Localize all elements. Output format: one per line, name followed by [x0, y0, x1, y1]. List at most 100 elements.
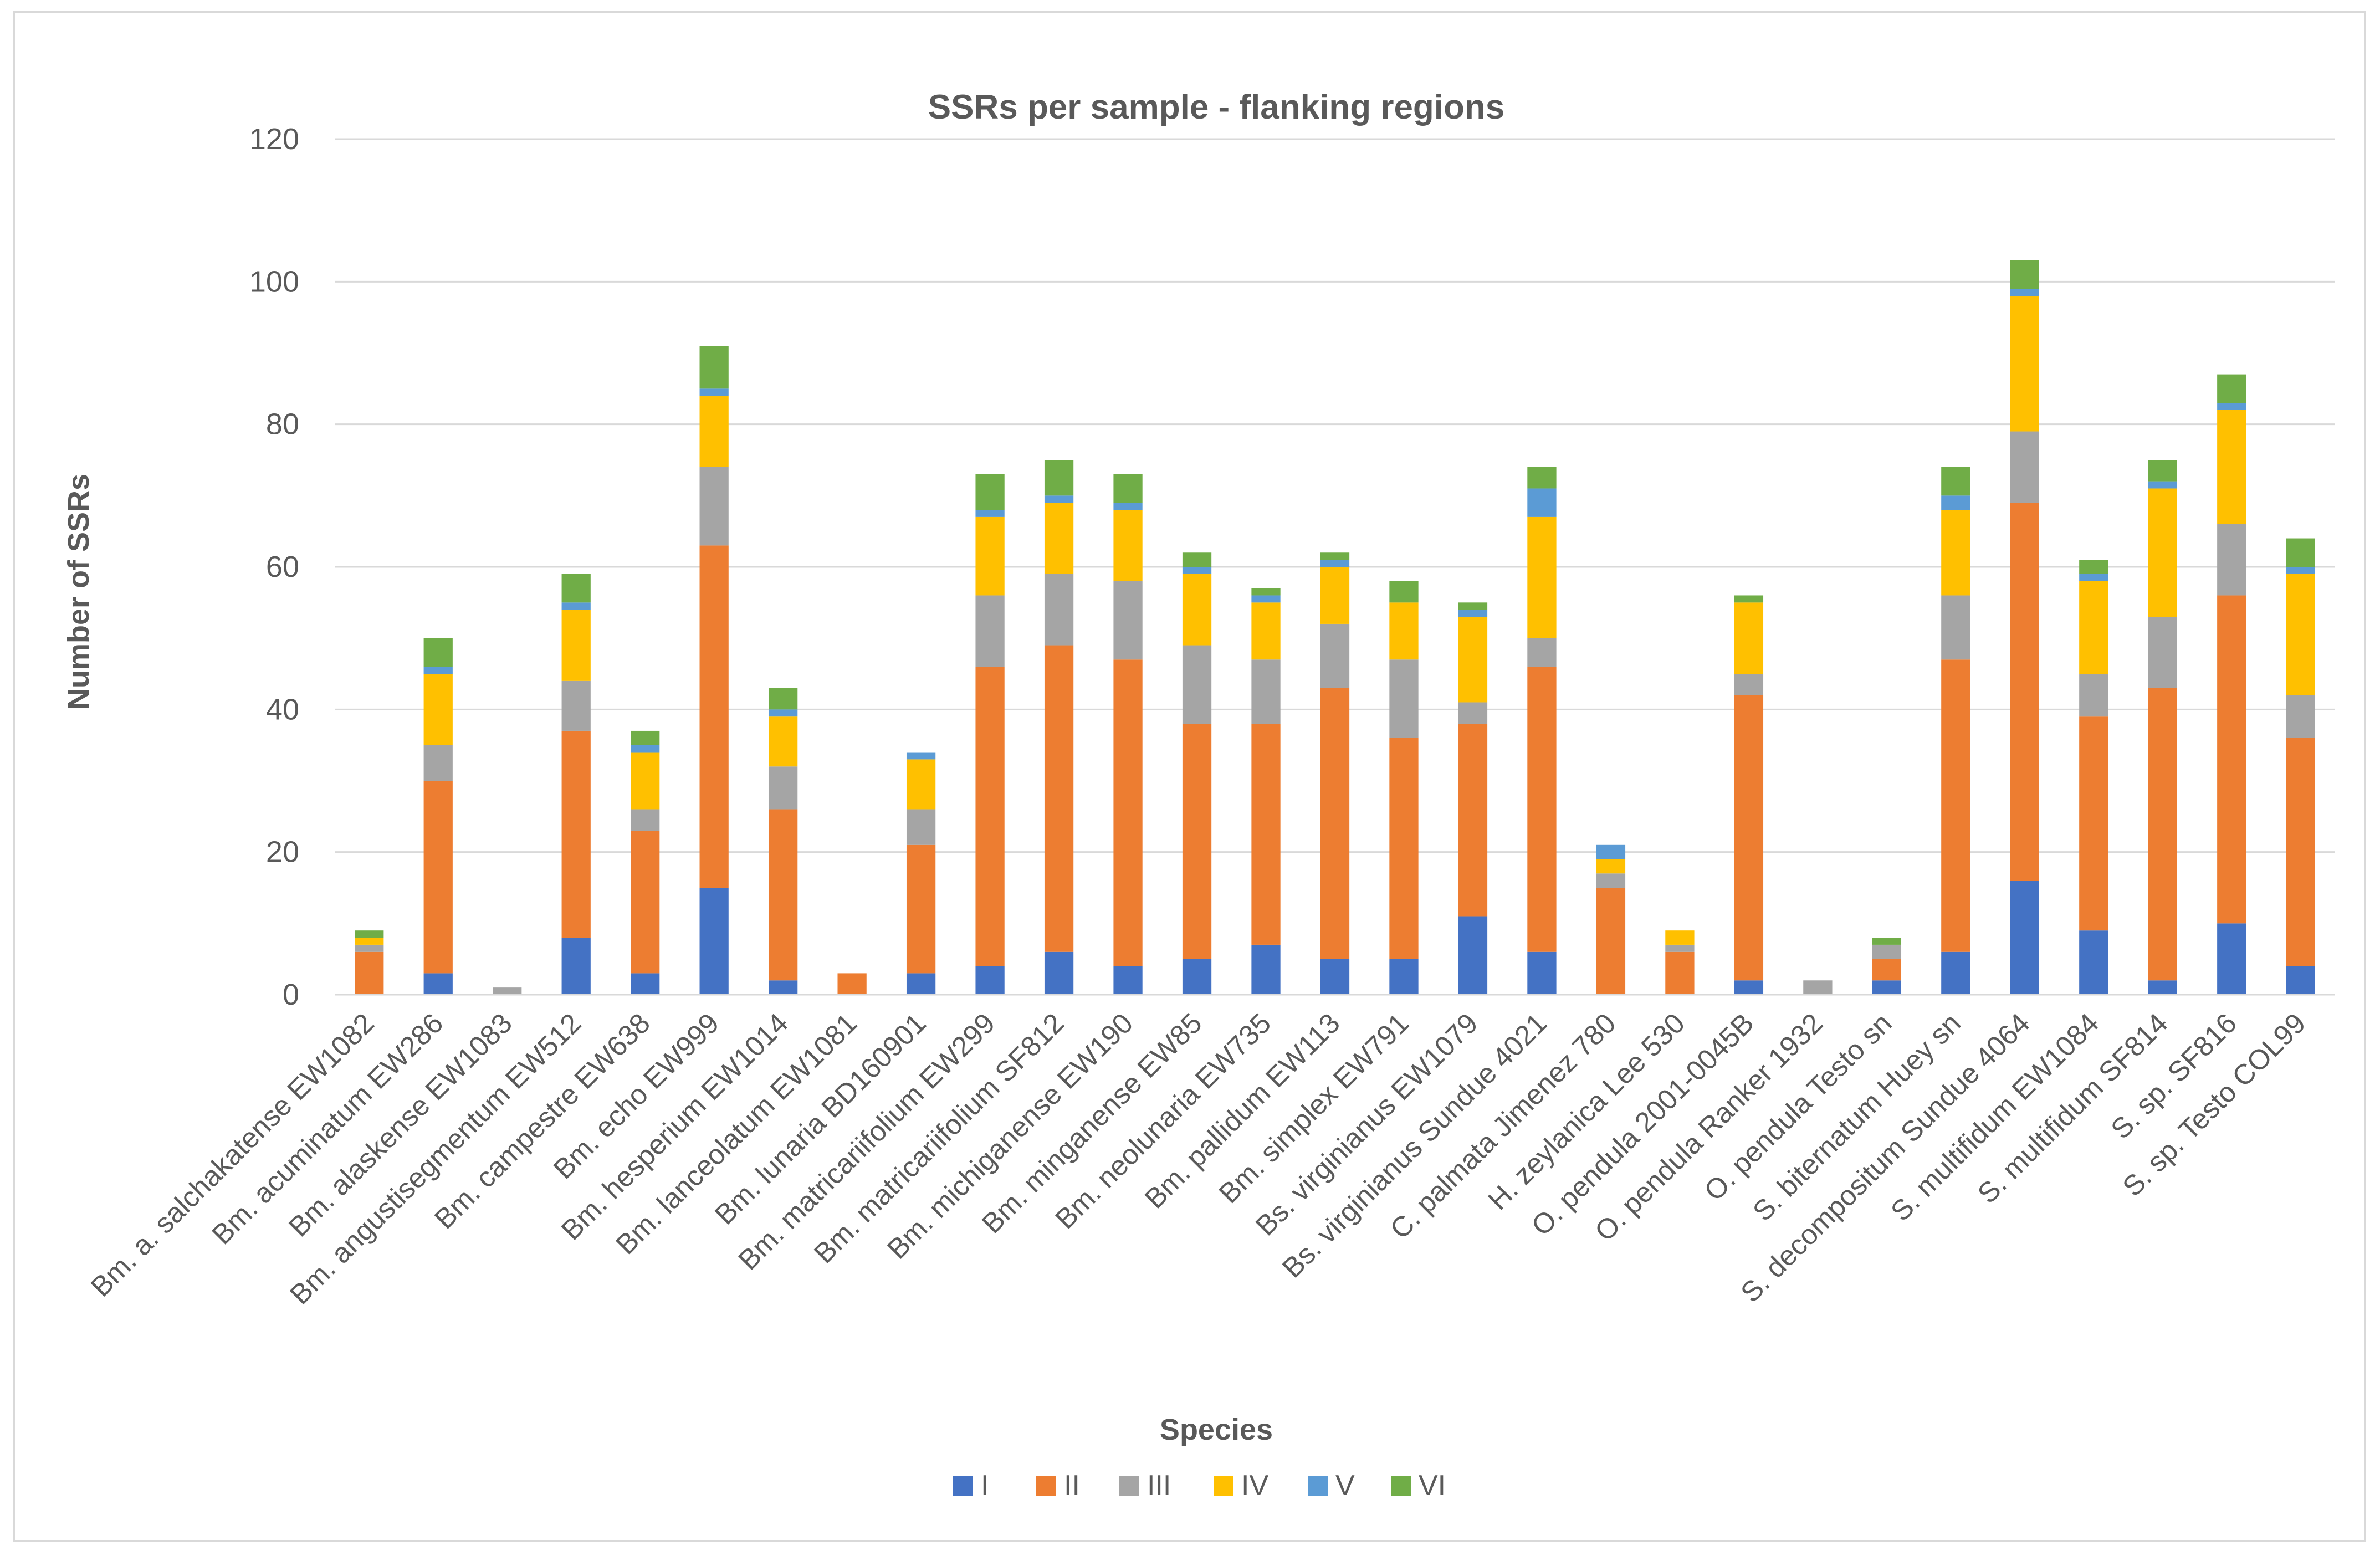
- bar-stack: [1044, 460, 1074, 995]
- bar-segment-III: [561, 680, 591, 731]
- bar-segment-I: [2286, 966, 2315, 995]
- bar-segment-II: [631, 831, 660, 974]
- bar-stack: [699, 346, 729, 995]
- bar-segment-VI: [631, 730, 660, 745]
- bar-stack: [561, 574, 591, 995]
- bar-segment-V: [1941, 495, 1970, 510]
- bar-segment-II: [2079, 716, 2108, 931]
- bar-segment-II: [355, 951, 384, 995]
- legend-swatch: [1214, 1476, 1233, 1496]
- bar-segment-II: [1320, 688, 1350, 959]
- bar-segment-V: [975, 510, 1005, 517]
- bar-segment-III: [1734, 674, 1764, 695]
- bar-segment-II: [1251, 724, 1281, 945]
- bar-segment-III: [2079, 674, 2108, 717]
- gridlines: [335, 138, 2335, 853]
- bar-segment-I: [1458, 916, 1488, 995]
- legend-label: V: [1335, 1470, 1355, 1502]
- bar-segment-IV: [1389, 602, 1419, 660]
- bar-segment-I: [631, 973, 660, 995]
- bar-segment-IV: [423, 674, 453, 745]
- bar-segment-V: [906, 752, 936, 760]
- bar-segment-IV: [2286, 574, 2315, 695]
- bar-segment-VI: [768, 688, 798, 710]
- bar-segment-II: [1872, 959, 1902, 981]
- bar-segment-VI: [1113, 474, 1143, 503]
- bar-segment-III: [1320, 623, 1350, 688]
- legend-item-III: III: [1119, 1470, 1171, 1502]
- bar-segment-I: [768, 980, 798, 995]
- bar-segment-IV: [1527, 516, 1557, 638]
- bar-segment-V: [561, 602, 591, 610]
- legend-label: VI: [1419, 1470, 1446, 1502]
- bar-segment-VI: [2148, 460, 2177, 482]
- bar-segment-IV: [1320, 567, 1350, 624]
- bar-segment-I: [2148, 980, 2177, 995]
- bar-segment-II: [975, 667, 1005, 966]
- y-axis-title: Number of SSRs: [62, 474, 95, 710]
- bar-segment-III: [631, 809, 660, 831]
- bar-segment-I: [1182, 959, 1212, 995]
- bar-segment-II: [561, 730, 591, 938]
- legend-label: I: [981, 1470, 989, 1502]
- bar-segment-IV: [561, 610, 591, 681]
- bar-segment-V: [1596, 844, 1626, 859]
- bar-segment-II: [1596, 888, 1626, 995]
- bar-segment-III: [906, 809, 936, 845]
- chart-title: SSRs per sample - flanking regions: [928, 88, 1505, 126]
- bar-segment-II: [1941, 659, 1970, 952]
- bar-segment-II: [1665, 951, 1695, 995]
- bar-segment-VI: [1251, 588, 1281, 596]
- legend-item-I: I: [953, 1470, 989, 1502]
- bar-segment-VI: [2217, 374, 2246, 403]
- bar-segment-VI: [1389, 581, 1419, 603]
- bar-stack: [1320, 552, 1350, 995]
- bar-segment-I: [1941, 951, 1970, 995]
- legend-label: III: [1147, 1470, 1171, 1502]
- bar-segment-IV: [699, 396, 729, 467]
- bar-segment-VI: [1044, 460, 1074, 496]
- bar-stack: [2148, 460, 2177, 995]
- bar-segment-III: [2010, 431, 2039, 503]
- bar-segment-II: [1044, 645, 1074, 952]
- bar-segment-II: [1113, 659, 1143, 966]
- bar-stack: [1803, 980, 1833, 995]
- legend-item-IV: IV: [1214, 1470, 1268, 1502]
- bar-stack: [906, 752, 936, 995]
- bars: [355, 260, 2315, 995]
- bar-segment-V: [1320, 560, 1350, 567]
- bar-segment-III: [768, 766, 798, 810]
- legend-label: II: [1064, 1470, 1080, 1502]
- y-tick-label: 100: [249, 265, 299, 298]
- bar-stack: [1113, 474, 1143, 995]
- bar-segment-IV: [1941, 510, 1970, 596]
- bar-segment-VI: [1458, 602, 1488, 610]
- bar-segment-I: [1872, 980, 1902, 995]
- bar-stack: [1941, 467, 1970, 995]
- bar-stack: [1458, 602, 1488, 995]
- bar-segment-IV: [2217, 410, 2246, 524]
- bar-segment-III: [1872, 944, 1902, 959]
- bar-segment-IV: [2148, 488, 2177, 617]
- bar-segment-II: [837, 973, 867, 995]
- bar-stack: [2217, 374, 2246, 995]
- bar-segment-III: [1182, 645, 1212, 724]
- bar-segment-VI: [2010, 260, 2039, 289]
- legend-item-V: V: [1308, 1470, 1355, 1502]
- bar-stack: [423, 638, 453, 995]
- bar-segment-IV: [768, 716, 798, 767]
- chart-frame: [13, 11, 2366, 1542]
- bar-segment-IV: [1113, 510, 1143, 581]
- bar-stack: [2079, 560, 2108, 995]
- bar-segment-I: [2010, 881, 2039, 995]
- x-axis-title: Species: [1160, 1413, 1273, 1446]
- bar-segment-V: [1251, 595, 1281, 603]
- bar-segment-III: [1458, 702, 1488, 724]
- bar-segment-III: [975, 595, 1005, 667]
- bar-segment-II: [2217, 595, 2246, 924]
- bar-segment-III: [699, 467, 729, 546]
- bar-segment-VI: [1872, 938, 1902, 945]
- bar-segment-III: [493, 987, 522, 995]
